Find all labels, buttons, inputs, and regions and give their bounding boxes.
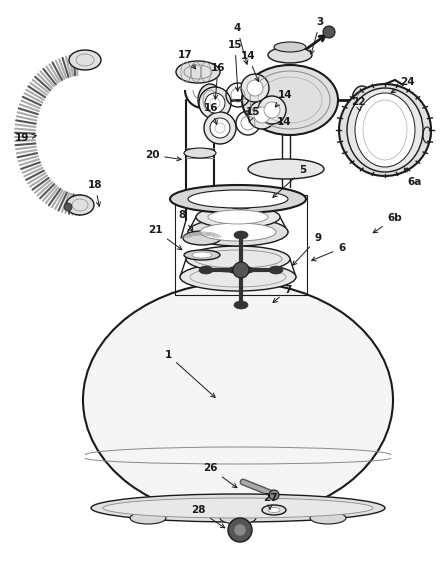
Ellipse shape <box>183 231 221 245</box>
Text: 4: 4 <box>233 23 248 64</box>
Ellipse shape <box>186 246 290 272</box>
Text: 18: 18 <box>88 180 102 206</box>
Text: 7: 7 <box>273 285 292 302</box>
Text: 16: 16 <box>211 63 225 99</box>
Ellipse shape <box>196 206 280 228</box>
Ellipse shape <box>229 266 253 274</box>
Text: 5: 5 <box>273 165 307 197</box>
Ellipse shape <box>184 250 220 260</box>
Text: 21: 21 <box>148 225 182 250</box>
Text: 6: 6 <box>312 243 346 261</box>
Ellipse shape <box>69 50 101 70</box>
Ellipse shape <box>176 61 220 83</box>
Text: 14: 14 <box>277 117 291 127</box>
Ellipse shape <box>199 87 231 119</box>
Ellipse shape <box>188 190 288 208</box>
Ellipse shape <box>355 93 415 167</box>
Text: 22: 22 <box>351 97 365 111</box>
Text: 24: 24 <box>391 77 414 93</box>
Text: 19: 19 <box>15 133 36 143</box>
Ellipse shape <box>184 148 216 158</box>
Ellipse shape <box>254 107 270 123</box>
Text: 6b: 6b <box>373 213 402 233</box>
Ellipse shape <box>234 301 248 309</box>
Circle shape <box>233 262 249 278</box>
Ellipse shape <box>192 252 212 258</box>
Ellipse shape <box>310 512 346 524</box>
Ellipse shape <box>234 231 248 239</box>
Ellipse shape <box>258 96 286 124</box>
Ellipse shape <box>274 42 306 52</box>
Text: 9: 9 <box>293 233 322 265</box>
Ellipse shape <box>66 195 94 215</box>
Text: 26: 26 <box>203 463 237 488</box>
Ellipse shape <box>130 512 166 524</box>
Text: 16: 16 <box>204 103 218 124</box>
Ellipse shape <box>180 263 296 291</box>
Ellipse shape <box>352 86 372 114</box>
Ellipse shape <box>229 201 253 209</box>
Ellipse shape <box>170 185 306 213</box>
Ellipse shape <box>248 101 276 129</box>
Ellipse shape <box>242 65 338 135</box>
Ellipse shape <box>83 282 393 518</box>
Circle shape <box>323 26 335 38</box>
Text: 20: 20 <box>145 150 181 161</box>
Ellipse shape <box>220 512 256 524</box>
Ellipse shape <box>347 88 423 172</box>
Text: 14: 14 <box>275 90 292 107</box>
Circle shape <box>269 490 279 500</box>
Text: 8: 8 <box>179 210 193 232</box>
Ellipse shape <box>247 80 263 96</box>
Ellipse shape <box>205 93 225 113</box>
Text: 17: 17 <box>178 50 196 69</box>
Ellipse shape <box>268 508 280 512</box>
Ellipse shape <box>91 494 385 522</box>
Ellipse shape <box>188 218 288 246</box>
Text: 14: 14 <box>241 51 259 82</box>
Circle shape <box>64 203 72 211</box>
Text: 15: 15 <box>246 107 260 122</box>
Ellipse shape <box>264 102 280 118</box>
Ellipse shape <box>339 84 431 176</box>
Bar <box>175 195 307 295</box>
Ellipse shape <box>200 223 276 241</box>
Ellipse shape <box>379 94 407 130</box>
Ellipse shape <box>208 210 268 224</box>
Circle shape <box>228 518 252 542</box>
Ellipse shape <box>199 266 213 274</box>
Text: 6a: 6a <box>404 168 422 187</box>
Text: 28: 28 <box>191 505 225 528</box>
Ellipse shape <box>262 505 286 515</box>
Ellipse shape <box>269 266 283 274</box>
Circle shape <box>234 524 246 536</box>
Ellipse shape <box>198 84 222 116</box>
Ellipse shape <box>103 498 373 518</box>
Ellipse shape <box>204 112 236 144</box>
Text: 27: 27 <box>263 493 277 509</box>
Ellipse shape <box>241 74 269 102</box>
Ellipse shape <box>268 47 312 63</box>
Ellipse shape <box>248 159 324 179</box>
Text: 15: 15 <box>228 40 242 91</box>
Text: 1: 1 <box>164 350 215 397</box>
Ellipse shape <box>210 118 230 138</box>
Text: 3: 3 <box>310 17 324 54</box>
